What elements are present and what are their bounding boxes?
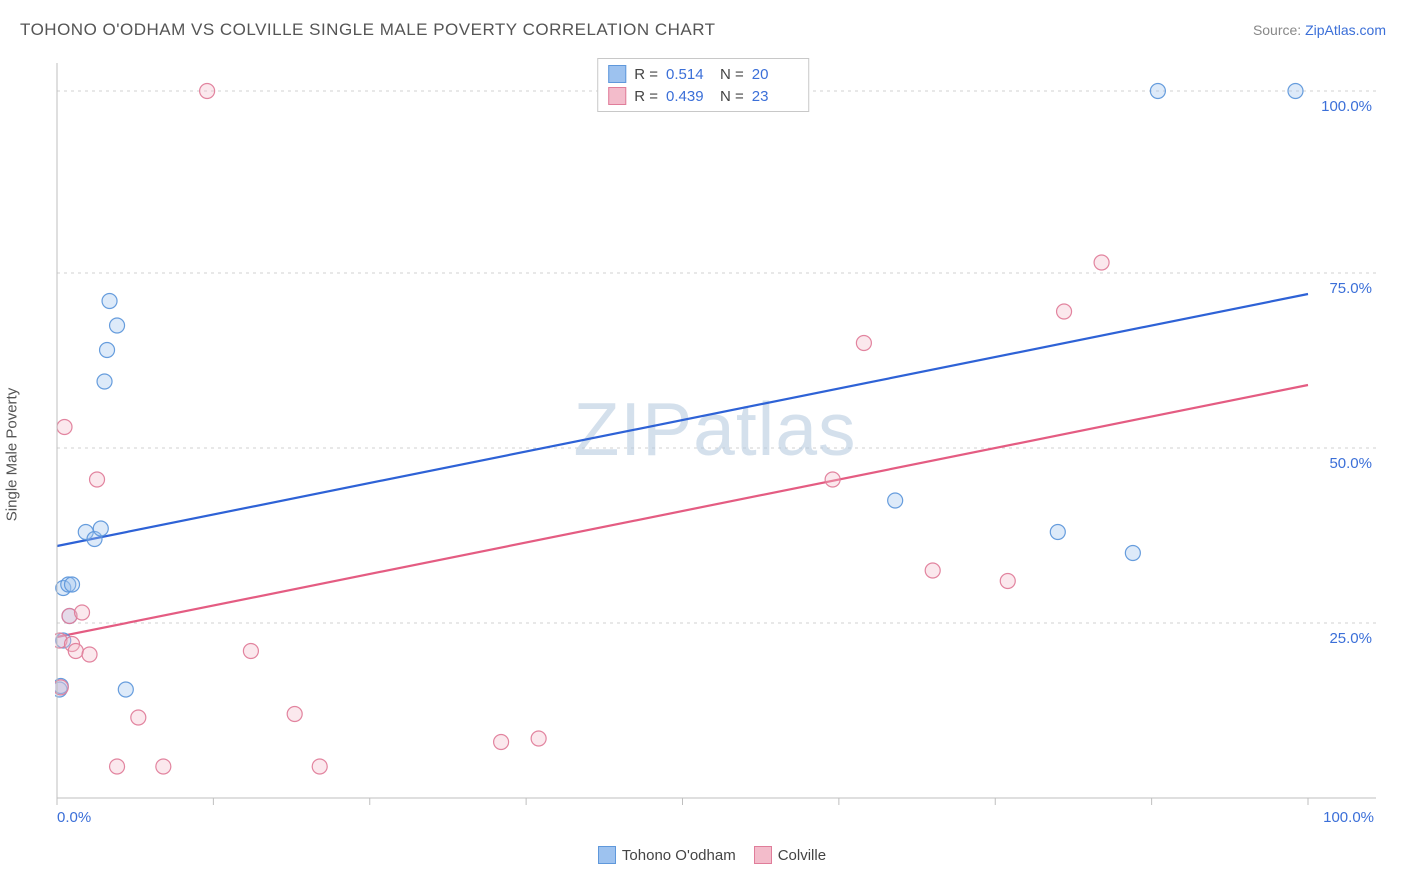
data-point [825, 472, 840, 487]
legend-series: Tohono O'odham Colville [0, 846, 1406, 864]
data-point [531, 731, 546, 746]
data-point [97, 374, 112, 389]
data-point [287, 707, 302, 722]
data-point [82, 647, 97, 662]
data-point [57, 420, 72, 435]
y-axis-label: Single Male Poverty [4, 388, 21, 521]
data-point [75, 605, 90, 620]
y-tick-label: 100.0% [1321, 98, 1372, 115]
legend-series-name: Colville [778, 847, 826, 864]
watermark: ZIPatlas [573, 387, 856, 471]
plot-area: ZIPatlas 0.0% 100.0% 25.0% 50.0% 75.0% 100.0… [55, 55, 1376, 822]
data-point [93, 521, 108, 536]
legend-stats: R = 0.514 N = 20 R = 0.439 N = 23 [597, 58, 809, 112]
legend-swatch [754, 846, 772, 864]
legend-r-value: 0.439 [666, 88, 712, 105]
legend-n-value: 23 [752, 88, 798, 105]
legend-r-label: R = [634, 88, 658, 105]
source-link[interactable]: ZipAtlas.com [1305, 22, 1386, 38]
data-point [131, 710, 146, 725]
legend-stat-row: R = 0.514 N = 20 [608, 63, 798, 85]
data-point [110, 318, 125, 333]
legend-r-label: R = [634, 66, 658, 83]
data-point [312, 759, 327, 774]
y-tick-label: 75.0% [1329, 280, 1372, 297]
data-point [90, 472, 105, 487]
data-point [110, 759, 125, 774]
y-tick-label: 50.0% [1329, 455, 1372, 472]
data-point [1050, 525, 1065, 540]
legend-swatch [598, 846, 616, 864]
legend-r-value: 0.514 [666, 66, 712, 83]
data-point [1000, 574, 1015, 589]
x-tick-min: 0.0% [57, 809, 91, 822]
data-point [856, 336, 871, 351]
source-prefix: Source: [1253, 22, 1305, 38]
data-point [68, 644, 83, 659]
data-point [1150, 84, 1165, 99]
data-point [102, 294, 117, 309]
data-point [200, 84, 215, 99]
y-tick-label: 25.0% [1329, 630, 1372, 647]
legend-swatch [608, 65, 626, 83]
legend-stat-row: R = 0.439 N = 23 [608, 85, 798, 107]
data-point [1288, 84, 1303, 99]
data-point [65, 577, 80, 592]
data-point [494, 735, 509, 750]
data-point [243, 644, 258, 659]
legend-n-label: N = [720, 88, 744, 105]
data-point [888, 493, 903, 508]
legend-n-label: N = [720, 66, 744, 83]
data-point [100, 343, 115, 358]
data-point [156, 759, 171, 774]
chart-title: TOHONO O'ODHAM VS COLVILLE SINGLE MALE P… [20, 20, 716, 40]
data-point [1094, 255, 1109, 270]
data-point [118, 682, 133, 697]
data-point [1125, 546, 1140, 561]
trend-line [57, 294, 1308, 546]
source-label: Source: ZipAtlas.com [1253, 22, 1386, 38]
x-tick-max: 100.0% [1323, 809, 1374, 822]
data-point [1057, 304, 1072, 319]
chart-svg: ZIPatlas 0.0% 100.0% 25.0% 50.0% 75.0% 100.0… [55, 55, 1376, 822]
legend-n-value: 20 [752, 66, 798, 83]
data-point [925, 563, 940, 578]
legend-swatch [608, 87, 626, 105]
legend-series-name: Tohono O'odham [622, 847, 736, 864]
